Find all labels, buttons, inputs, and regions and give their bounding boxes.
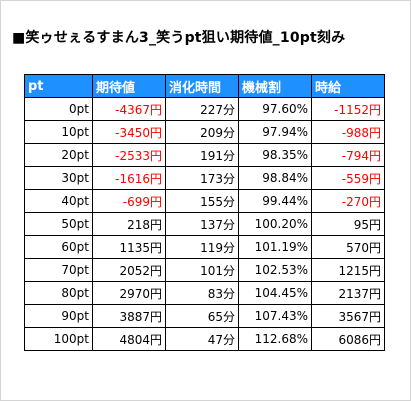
cell-play-time: 65分: [165, 304, 239, 328]
cell-hourly-wage: 1215円: [311, 258, 385, 282]
page-title: ■笑ゥせぇるすまん3_笑うpt狙い期待値_10pt刻み: [12, 30, 346, 46]
cell-hourly-wage: 3567円: [311, 304, 385, 328]
table-row: 80pt 2970円 83分 104.45% 2137円: [24, 281, 385, 305]
cell-pt: 0pt: [24, 97, 93, 121]
cell-hourly-wage: 6086円: [311, 327, 385, 351]
cell-pt: 40pt: [24, 189, 93, 213]
cell-payout-rate: 97.94%: [238, 120, 312, 144]
header-play-time: 消化時間: [165, 74, 239, 98]
cell-expected-value: -4367円: [92, 97, 166, 121]
cell-pt: 60pt: [24, 235, 93, 259]
cell-payout-rate: 104.45%: [238, 281, 312, 305]
cell-hourly-wage: 2137円: [311, 281, 385, 305]
cell-expected-value: 4804円: [92, 327, 166, 351]
table-row: 60pt 1135円 119分 101.19% 570円: [24, 235, 385, 259]
cell-play-time: 47分: [165, 327, 239, 351]
cell-payout-rate: 101.19%: [238, 235, 312, 259]
header-expected-value: 期待値: [92, 74, 166, 98]
table-row: 10pt -3450円 209分 97.94% -988円: [24, 120, 385, 144]
cell-play-time: 173分: [165, 166, 239, 190]
cell-expected-value: -2533円: [92, 143, 166, 167]
cell-pt: 100pt: [24, 327, 93, 351]
cell-pt: 90pt: [24, 304, 93, 328]
header-payout-rate: 機械割: [238, 74, 312, 98]
cell-pt: 80pt: [24, 281, 93, 305]
table-row: 50pt 218円 137分 100.20% 95円: [24, 212, 385, 236]
cell-play-time: 137分: [165, 212, 239, 236]
cell-pt: 20pt: [24, 143, 93, 167]
cell-expected-value: 1135円: [92, 235, 166, 259]
cell-expected-value: 3887円: [92, 304, 166, 328]
cell-payout-rate: 99.44%: [238, 189, 312, 213]
table-row: 30pt -1616円 173分 98.84% -559円: [24, 166, 385, 190]
header-row: pt 期待値 消化時間 機械割 時給: [24, 74, 385, 98]
cell-play-time: 227分: [165, 97, 239, 121]
cell-payout-rate: 102.53%: [238, 258, 312, 282]
cell-expected-value: 2970円: [92, 281, 166, 305]
cell-play-time: 83分: [165, 281, 239, 305]
cell-pt: 10pt: [24, 120, 93, 144]
table-row: 20pt -2533円 191分 98.35% -794円: [24, 143, 385, 167]
cell-payout-rate: 98.35%: [238, 143, 312, 167]
expected-value-table: pt 期待値 消化時間 機械割 時給 0pt -4367円 227分 97.60…: [24, 74, 385, 351]
cell-pt: 70pt: [24, 258, 93, 282]
cell-hourly-wage: -1152円: [311, 97, 385, 121]
cell-payout-rate: 107.43%: [238, 304, 312, 328]
cell-hourly-wage: -270円: [311, 189, 385, 213]
cell-hourly-wage: -794円: [311, 143, 385, 167]
table-row: 100pt 4804円 47分 112.68% 6086円: [24, 327, 385, 351]
cell-expected-value: -3450円: [92, 120, 166, 144]
cell-expected-value: -1616円: [92, 166, 166, 190]
table-row: 90pt 3887円 65分 107.43% 3567円: [24, 304, 385, 328]
cell-pt: 50pt: [24, 212, 93, 236]
cell-expected-value: 218円: [92, 212, 166, 236]
cell-pt: 30pt: [24, 166, 93, 190]
cell-hourly-wage: -559円: [311, 166, 385, 190]
cell-hourly-wage: 95円: [311, 212, 385, 236]
table-row: 70pt 2052円 101分 102.53% 1215円: [24, 258, 385, 282]
cell-play-time: 209分: [165, 120, 239, 144]
cell-hourly-wage: -988円: [311, 120, 385, 144]
cell-play-time: 155分: [165, 189, 239, 213]
cell-payout-rate: 98.84%: [238, 166, 312, 190]
cell-expected-value: -699円: [92, 189, 166, 213]
cell-play-time: 119分: [165, 235, 239, 259]
cell-payout-rate: 100.20%: [238, 212, 312, 236]
cell-expected-value: 2052円: [92, 258, 166, 282]
cell-payout-rate: 112.68%: [238, 327, 312, 351]
table-row: 40pt -699円 155分 99.44% -270円: [24, 189, 385, 213]
cell-payout-rate: 97.60%: [238, 97, 312, 121]
cell-play-time: 191分: [165, 143, 239, 167]
header-hourly-wage: 時給: [311, 74, 385, 98]
header-pt: pt: [24, 74, 93, 98]
cell-play-time: 101分: [165, 258, 239, 282]
cell-hourly-wage: 570円: [311, 235, 385, 259]
table-row: 0pt -4367円 227分 97.60% -1152円: [24, 97, 385, 121]
